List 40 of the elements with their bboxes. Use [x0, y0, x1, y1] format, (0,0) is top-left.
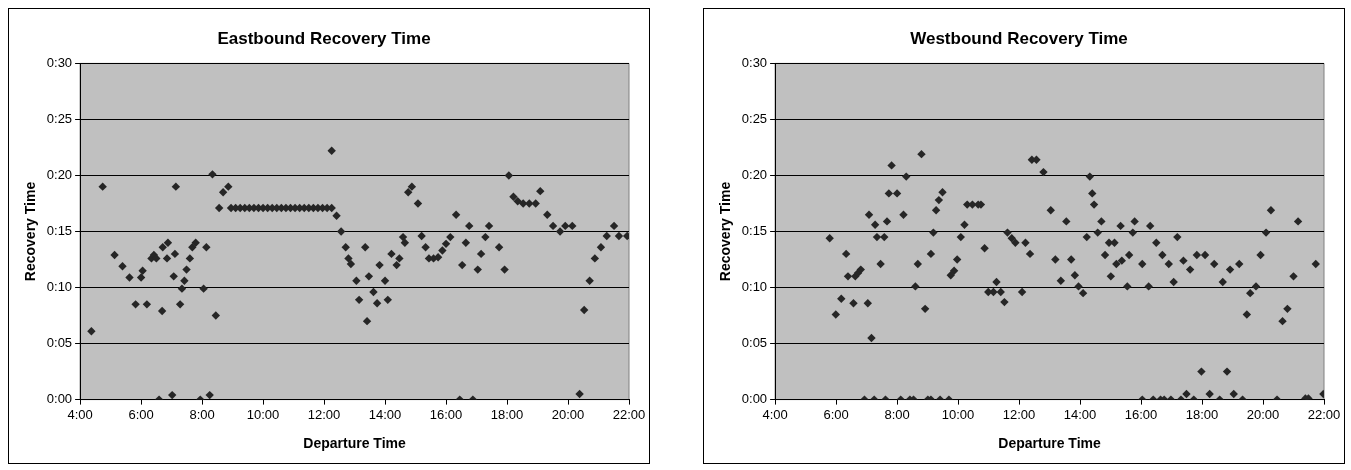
y-tick-label: 0:10 — [741, 279, 768, 295]
y-tick-label: 0:20 — [46, 167, 73, 183]
y-tick-label: 0:00 — [46, 391, 73, 407]
x-tick-label: 4:00 — [67, 406, 93, 422]
x-tick-label: 14:00 — [1063, 406, 1097, 422]
y-axis-title: Recovery Time — [22, 181, 39, 282]
y-tick-label: 0:00 — [741, 391, 768, 407]
x-tick-label: 6:00 — [823, 406, 849, 422]
x-tick-label: 14:00 — [368, 406, 402, 422]
y-tick-label: 0:30 — [46, 54, 73, 70]
x-tick-label: 18:00 — [1185, 406, 1219, 422]
y-tick-label: 0:05 — [46, 335, 73, 351]
y-tick-label: 0:25 — [46, 111, 73, 127]
chart-title: Eastbound Recovery Time — [217, 28, 431, 48]
y-tick-label: 0:20 — [741, 167, 768, 183]
x-tick-label: 22:00 — [1307, 406, 1341, 422]
x-tick-label: 12:00 — [307, 406, 341, 422]
chart-title: Westbound Recovery Time — [910, 28, 1128, 48]
x-tick-label: 18:00 — [490, 406, 524, 422]
x-axis-title: Departure Time — [998, 435, 1101, 452]
x-tick-label: 16:00 — [1124, 406, 1158, 422]
x-axis-title: Departure Time — [303, 435, 406, 452]
y-tick-label: 0:15 — [46, 223, 73, 239]
x-tick-label: 16:00 — [429, 406, 463, 422]
x-tick-label: 8:00 — [189, 406, 215, 422]
y-tick-label: 0:10 — [46, 279, 73, 295]
y-tick-label: 0:30 — [741, 54, 768, 70]
y-tick-label: 0:25 — [741, 111, 768, 127]
x-tick-label: 20:00 — [551, 406, 585, 422]
x-tick-label: 12:00 — [1002, 406, 1036, 422]
x-tick-label: 6:00 — [128, 406, 154, 422]
x-tick-label: 22:00 — [612, 406, 646, 422]
y-tick-label: 0:15 — [741, 223, 768, 239]
y-axis-title: Recovery Time — [717, 181, 734, 282]
y-tick-label: 0:05 — [741, 335, 768, 351]
x-tick-label: 8:00 — [884, 406, 910, 422]
x-tick-label: 4:00 — [762, 406, 788, 422]
x-tick-label: 10:00 — [246, 406, 280, 422]
x-tick-label: 10:00 — [941, 406, 975, 422]
x-tick-label: 20:00 — [1246, 406, 1280, 422]
